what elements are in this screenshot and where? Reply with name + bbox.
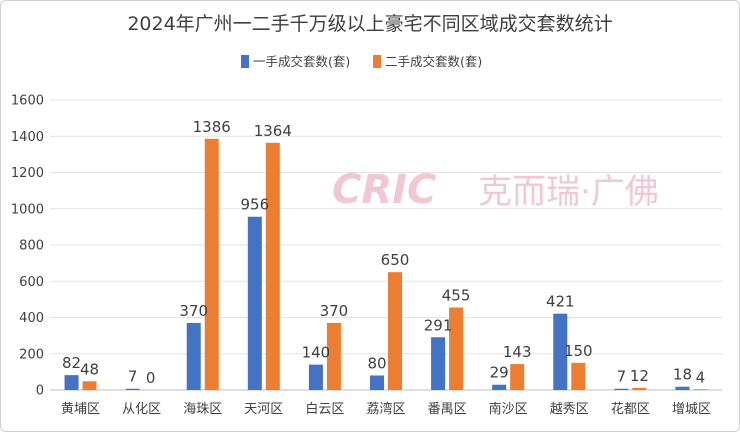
data-label: 291 [424, 316, 453, 334]
x-tick-label: 天河区 [244, 402, 283, 417]
x-tick-label: 海珠区 [183, 402, 222, 417]
x-tick-label: 番禺区 [428, 402, 467, 417]
data-label: 7 [128, 368, 138, 386]
bar-second-hand [693, 389, 708, 390]
y-tick-label: 1600 [11, 94, 44, 109]
x-tick-label: 增城区 [672, 402, 711, 417]
bar-second-hand [632, 387, 647, 390]
bar-first-hand [492, 384, 507, 390]
bar-first-hand [614, 388, 629, 390]
bar-second-hand [510, 364, 525, 390]
legend-label-series-2: 二手成交套数(套) [385, 54, 482, 69]
data-label: 150 [564, 342, 593, 360]
bar-first-hand [308, 364, 323, 390]
bar-first-hand [247, 216, 262, 390]
bar-first-hand [125, 388, 140, 390]
bars [64, 138, 708, 390]
data-label: 143 [503, 343, 532, 361]
data-label: 29 [490, 364, 509, 382]
watermark-text: 克而瑞·广佛 [478, 172, 659, 212]
y-tick-label: 200 [19, 347, 44, 362]
data-label: 650 [381, 251, 410, 269]
legend-swatch-series-2 [373, 55, 381, 68]
bar-second-hand [388, 272, 402, 390]
y-tick-label: 1400 [11, 130, 44, 145]
x-tick-label: 黄埔区 [61, 402, 100, 417]
bar-second-hand [571, 362, 586, 390]
bar-second-hand [449, 307, 464, 390]
data-label: 82 [62, 354, 81, 372]
data-label: 455 [442, 287, 471, 305]
chart-title: 2024年广州一二手千万级以上豪宅不同区域成交套数统计 [127, 13, 612, 35]
y-tick-label: 0 [36, 384, 44, 399]
bar-second-hand [326, 322, 341, 390]
y-tick-label: 1200 [11, 166, 44, 181]
bar-first-hand [64, 375, 79, 390]
data-label: 1364 [254, 122, 292, 140]
x-tick-label: 越秀区 [550, 402, 589, 417]
bar-first-hand [370, 375, 384, 390]
data-label: 421 [546, 293, 575, 311]
x-tick-label: 南沙区 [489, 401, 528, 417]
bar-first-hand [431, 337, 446, 390]
data-label: 1386 [193, 118, 231, 136]
y-tick-label: 800 [19, 239, 44, 254]
gridlines [50, 99, 722, 391]
legend-label-series-1: 一手成交套数(套) [253, 54, 350, 69]
bar-second-hand [265, 142, 280, 390]
bar-second-hand [82, 381, 97, 390]
data-label: 7 [617, 368, 627, 386]
x-tick-label: 荔湾区 [366, 401, 405, 417]
data-label: 370 [179, 302, 208, 320]
data-label: 370 [320, 302, 349, 320]
data-label: 4 [696, 368, 706, 386]
x-tick-label: 白云区 [305, 401, 344, 417]
x-axis: 黄埔区 从化区 海珠区 天河区 白云区 荔湾区 番禺区 南沙区 越秀区 花都区 增城区 [61, 401, 711, 417]
watermark-logo: CRIC [332, 167, 436, 213]
bar-second-hand [204, 138, 219, 390]
data-label: 140 [302, 344, 331, 362]
data-label: 956 [240, 196, 269, 214]
y-tick-label: 1000 [11, 202, 44, 217]
y-axis: 0 200 400 600 800 1000 1200 1400 1600 [11, 94, 44, 399]
x-tick-label: 花都区 [611, 401, 650, 417]
bar-first-hand [186, 322, 201, 390]
y-tick-label: 600 [19, 275, 44, 290]
y-tick-label: 400 [19, 311, 44, 326]
bar-first-hand [553, 313, 568, 390]
legend: 一手成交套数(套) 二手成交套数(套) [241, 54, 482, 69]
bar-first-hand [675, 386, 690, 390]
x-tick-label: 从化区 [122, 402, 161, 417]
data-label: 0 [146, 369, 156, 387]
data-label: 80 [367, 355, 386, 373]
legend-swatch-series-1 [241, 55, 249, 68]
data-label: 12 [630, 367, 649, 385]
data-label: 48 [80, 360, 99, 378]
watermark: CRIC 克而瑞·广佛 [332, 167, 659, 213]
data-label: 18 [673, 366, 692, 384]
